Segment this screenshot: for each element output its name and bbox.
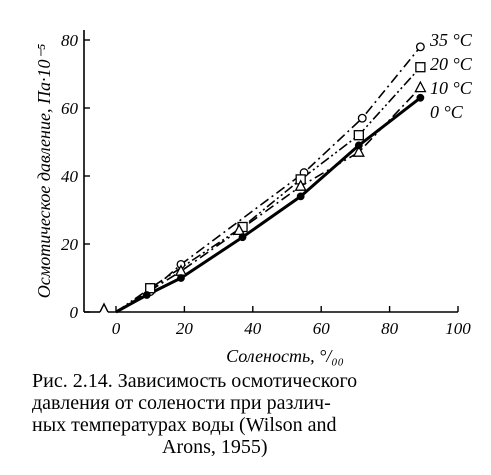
data-point-2-5 xyxy=(414,80,427,93)
y-axis-label: Осмотическое давление, Па·10⁻⁵ xyxy=(34,44,54,298)
x-axis-label: Соленость, °/₀₀ xyxy=(226,346,344,366)
data-point-3-2 xyxy=(177,274,185,282)
x-tick-label: 20 xyxy=(176,319,194,338)
data-point-3-4 xyxy=(296,192,305,201)
data-point-3-1 xyxy=(142,291,151,299)
osmotic-pressure-chart: 0 20 40 60 80 0 20 40 60 80 100 35 °C 20 °C 10 °C 0 °… xyxy=(34,30,473,366)
data-point-2-2 xyxy=(233,223,246,236)
series-label-3: 0 °C xyxy=(430,102,464,122)
data-point-3-6 xyxy=(416,93,425,102)
x-tick-label: 0 xyxy=(112,319,121,338)
data-point-0-4 xyxy=(357,113,367,123)
caption-line-4: Arons, 1955) xyxy=(162,436,268,458)
series-lines xyxy=(115,46,422,314)
series-labels: 35 °C 20 °C 10 °C 0 °C xyxy=(429,30,473,122)
x-tick-label: 40 xyxy=(244,319,262,338)
series-markers xyxy=(142,42,427,299)
series-label-0: 35 °C xyxy=(429,30,473,50)
data-point-0-5 xyxy=(415,42,425,52)
data-point-3-5 xyxy=(354,141,363,150)
y-tick-label: 80 xyxy=(61,31,79,50)
y-tick-label: 40 xyxy=(61,167,79,186)
caption-line-3: ных температурах воды (Wilson and xyxy=(32,414,337,436)
figure-caption: Рис. 2.14. Зависимость осмотического дав… xyxy=(32,370,472,458)
data-point-1-4 xyxy=(353,130,364,141)
x-tick-label: 60 xyxy=(313,319,331,338)
y-tick-label: 60 xyxy=(61,99,79,118)
series-label-2: 10 °C xyxy=(430,78,473,98)
series-line-0 xyxy=(115,46,422,313)
y-tick-label: 0 xyxy=(70,303,79,322)
tick-labels: 0 20 40 60 80 0 20 40 60 80 100 xyxy=(61,31,471,338)
x-tick-label: 80 xyxy=(381,319,399,338)
data-point-2-3 xyxy=(294,179,307,191)
caption-line-2: давления от солености при различ- xyxy=(32,392,331,414)
series-line-2 xyxy=(115,87,421,313)
data-point-1-5 xyxy=(415,62,426,73)
data-point-3-3 xyxy=(238,233,247,242)
y-tick-label: 20 xyxy=(61,235,79,254)
data-point-2-4 xyxy=(352,145,365,157)
series-line-1 xyxy=(115,66,421,313)
caption-line-1: Рис. 2.14. Зависимость осмотического xyxy=(32,370,358,392)
axes xyxy=(83,30,459,313)
axis-break-mark xyxy=(99,302,109,313)
x-tick-label: 100 xyxy=(445,319,471,338)
series-label-1: 20 °C xyxy=(430,54,473,74)
data-point-1-1 xyxy=(145,283,156,294)
